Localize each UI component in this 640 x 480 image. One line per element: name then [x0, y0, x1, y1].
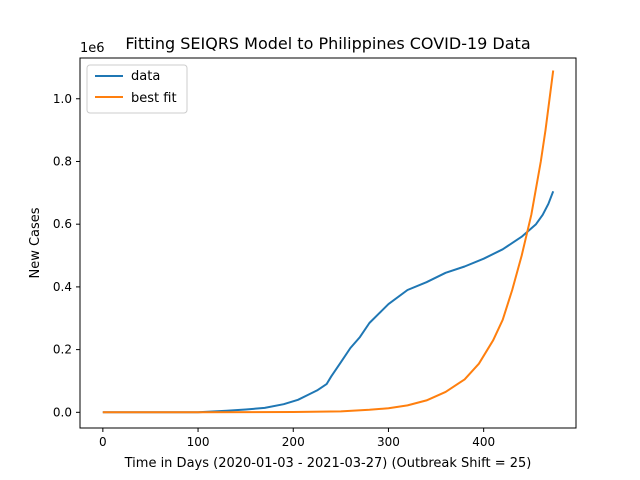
y-tick-label: 1.0 — [53, 92, 72, 106]
axes-frame — [79, 57, 577, 429]
series-line-0 — [102, 190, 555, 414]
legend-label-data: data — [131, 69, 160, 84]
x-tick-label: 0 — [99, 435, 107, 449]
series-line-1 — [102, 70, 555, 414]
y-tick-label: 0.8 — [53, 154, 72, 168]
x-tick-label: 400 — [472, 435, 495, 449]
legend: data best fit — [86, 64, 188, 114]
x-axis-label: Time in Days (2020-01-03 - 2021-03-27) (… — [124, 456, 532, 471]
y-axis-label: New Cases — [28, 207, 43, 278]
x-tick-label: 300 — [377, 435, 400, 449]
y-tick-label: 0.6 — [53, 217, 72, 231]
x-tick-label: 100 — [187, 435, 210, 449]
y-tick-label: 0.2 — [53, 343, 72, 357]
x-tick-label: 200 — [282, 435, 305, 449]
legend-label-best-fit: best fit — [131, 91, 177, 106]
y-axis-ticks: 0.0 0.2 0.4 0.6 0.8 1.0 — [53, 92, 80, 419]
chart-title: Fitting SEIQRS Model to Philippines COVI… — [125, 34, 530, 53]
x-axis-ticks: 0 100 200 300 400 — [99, 428, 495, 449]
plot-area — [79, 57, 577, 429]
y-tick-label: 0.4 — [53, 280, 72, 294]
y-tick-label: 0.0 — [53, 405, 72, 419]
series-lines — [102, 70, 555, 414]
y-offset-label: 1e6 — [80, 41, 105, 56]
